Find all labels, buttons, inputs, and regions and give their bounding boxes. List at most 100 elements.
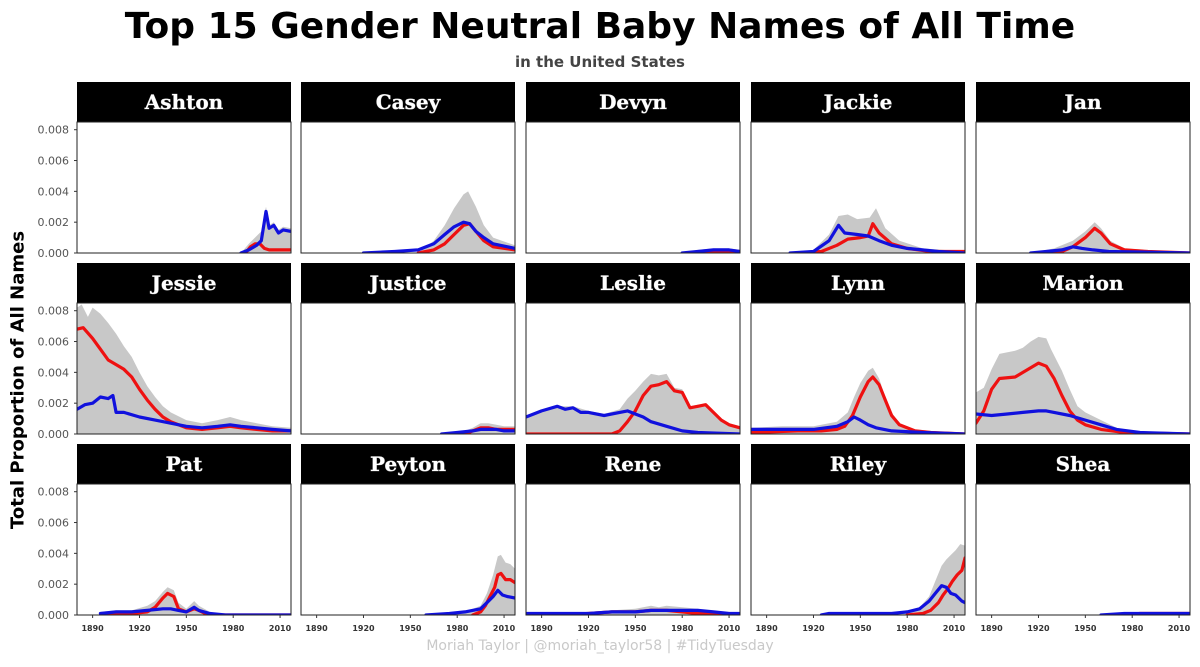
facet-plot-area xyxy=(526,605,740,615)
y-tick-label: 0.002 xyxy=(38,397,70,410)
facet-strip xyxy=(77,82,291,122)
x-tick-label: 1950 xyxy=(1074,624,1097,633)
male-line xyxy=(424,588,515,615)
facet-strip xyxy=(526,444,740,484)
total-area xyxy=(241,206,291,253)
facet-plot-area xyxy=(440,423,515,434)
female-line xyxy=(905,556,965,615)
facet-plot-area xyxy=(424,554,515,615)
male-line xyxy=(1099,611,1190,615)
facet-strip xyxy=(301,263,515,303)
total-area xyxy=(425,554,515,615)
facet-devyn: Devyn xyxy=(525,82,741,254)
facet-strip xyxy=(751,263,965,303)
male-line xyxy=(98,605,291,615)
facet-plot-area xyxy=(239,206,291,253)
facet-justice: Justice xyxy=(300,263,516,435)
male-line xyxy=(239,209,291,253)
facet-strip xyxy=(301,444,515,484)
facet-pat: Pat 0.000 0.002 0.004 0.006 0.008 1890 1920 1950… xyxy=(38,444,292,633)
facet-frame xyxy=(300,483,516,616)
male-line xyxy=(440,427,515,434)
facet-strip xyxy=(976,82,1190,122)
facet-strip-label: Pat xyxy=(166,452,203,476)
facet-frame xyxy=(750,121,966,254)
chart-caption: Moriah Taylor | @moriah_taylor58 | #Tidy… xyxy=(426,638,774,654)
x-tick-label: 2010 xyxy=(493,624,516,633)
y-tick-label: 0.000 xyxy=(38,247,70,260)
facet-plot-area xyxy=(819,544,965,615)
facet-strip xyxy=(301,82,515,122)
facet-plot-area xyxy=(98,587,291,615)
y-tick-label: 0.004 xyxy=(38,185,70,198)
facet-plot-area xyxy=(526,373,740,434)
chart-title: Top 15 Gender Neutral Baby Names of All … xyxy=(124,6,1076,47)
facet-frame xyxy=(975,121,1191,254)
x-tick-label: 2010 xyxy=(943,624,966,633)
facet-strip-label: Jackie xyxy=(822,90,893,114)
y-tick-label: 0.002 xyxy=(38,216,70,229)
facet-strip-label: Peyton xyxy=(370,452,446,476)
facet-frame xyxy=(300,121,516,254)
y-tick-label: 0.008 xyxy=(38,486,70,499)
facet-jessie: Jessie 0.000 0.002 0.004 0.006 0.008 xyxy=(38,263,292,441)
y-tick-label: 0.008 xyxy=(38,124,70,137)
facet-frame xyxy=(525,302,741,435)
total-area xyxy=(100,587,291,615)
total-area xyxy=(976,336,1190,434)
male-line xyxy=(819,584,965,615)
facet-frame xyxy=(975,302,1191,435)
female-line xyxy=(471,571,515,615)
facet-leslie: Leslie xyxy=(525,263,741,435)
y-tick-label: 0.000 xyxy=(38,609,70,622)
x-tick-label: 1890 xyxy=(755,624,778,633)
facet-strip xyxy=(526,263,740,303)
x-tick-label: 1980 xyxy=(446,624,469,633)
female-line xyxy=(976,361,1190,434)
facet-peyton: Peyton 1890 1920 1950 1980 2010 xyxy=(300,444,516,633)
male-line xyxy=(526,404,740,434)
facet-frame xyxy=(76,483,292,616)
x-tick-label: 2010 xyxy=(1168,624,1191,633)
male-line xyxy=(788,223,965,253)
facet-strip-label: Jessie xyxy=(149,271,216,295)
facet-strip-label: Rene xyxy=(605,452,662,476)
facet-strip xyxy=(751,444,965,484)
facet-frame xyxy=(525,483,741,616)
facet-strip xyxy=(751,82,965,122)
facet-frame xyxy=(76,302,292,435)
facet-plot-area xyxy=(976,336,1190,434)
facet-frame xyxy=(750,483,966,616)
y-tick-label: 0.004 xyxy=(38,547,70,560)
facet-strip-label: Jan xyxy=(1063,90,1102,114)
total-area xyxy=(821,544,965,615)
female-line xyxy=(526,380,740,434)
x-tick-label: 1950 xyxy=(624,624,647,633)
x-tick-label: 1950 xyxy=(849,624,872,633)
facet-jackie: Jackie xyxy=(750,82,966,254)
facet-strip-label: Casey xyxy=(376,90,442,114)
facet-strip-label: Marion xyxy=(1042,271,1124,295)
male-line xyxy=(361,220,515,253)
y-tick-label: 0.008 xyxy=(38,305,70,318)
facet-strip-label: Ashton xyxy=(144,90,224,114)
total-area xyxy=(1030,222,1190,253)
x-tick-label: 1980 xyxy=(671,624,694,633)
x-tick-label: 1980 xyxy=(896,624,919,633)
facet-strip-label: Leslie xyxy=(600,271,666,295)
x-tick-label: 1920 xyxy=(128,624,151,633)
y-tick-label: 0.002 xyxy=(38,578,70,591)
y-tick-label: 0.006 xyxy=(38,155,70,168)
facet-lynn: Lynn xyxy=(750,263,966,435)
male-line xyxy=(751,415,965,434)
x-tick-label: 1920 xyxy=(352,624,375,633)
x-tick-label: 2010 xyxy=(718,624,741,633)
x-tick-label: 1890 xyxy=(980,624,1003,633)
x-tick-label: 1920 xyxy=(577,624,600,633)
male-line xyxy=(1029,245,1190,253)
facet-plot-area xyxy=(788,208,965,253)
facet-plot-area xyxy=(77,304,291,434)
facet-casey: Casey xyxy=(300,82,516,254)
facet-marion: Marion xyxy=(975,263,1191,435)
